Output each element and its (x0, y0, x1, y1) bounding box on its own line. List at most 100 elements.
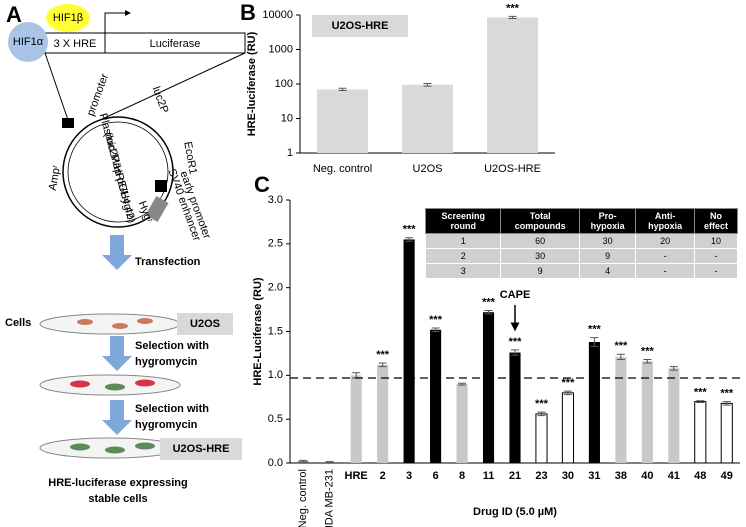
table-cell: 3 (424, 263, 502, 279)
significance: *** (482, 296, 496, 308)
bar (720, 402, 733, 464)
y-tick-label: 10 (281, 112, 293, 124)
x-tick-label: 41 (668, 470, 680, 482)
x-tick-label: 40 (641, 470, 653, 482)
error-bar (423, 83, 432, 87)
result-label: HRE-luciferase expressing (48, 477, 187, 489)
error-bar (338, 87, 347, 91)
bar (588, 342, 600, 463)
step-label: hygromycin (135, 356, 198, 368)
luc2p-label: luc2P (150, 85, 171, 115)
table-row: 2 30 9- - (424, 248, 739, 264)
y-axis-label: HRE-luciferase (RU) (246, 31, 258, 136)
hyg-label: Hygʳ (136, 199, 155, 224)
cells-label: Cells (5, 317, 31, 329)
x-tick-label: 6 (433, 470, 439, 482)
table-cell: 9 (578, 248, 637, 264)
table-cell: 30 (500, 248, 580, 264)
bar (509, 352, 521, 463)
x-axis-label: Drug ID (5.0 µM) (473, 506, 557, 518)
step-arrow (102, 400, 132, 435)
significance: *** (588, 324, 602, 336)
x-tick-label: 38 (615, 470, 627, 482)
x-tick-label: 11 (483, 470, 495, 482)
step-label: hygromycin (135, 419, 198, 431)
x-tick-label: U2OS (413, 163, 443, 175)
error-bar (405, 237, 414, 242)
y-tick-label: 1 (287, 147, 293, 159)
error-bar (590, 337, 599, 347)
bar (561, 392, 574, 464)
table-cell: - (635, 263, 695, 279)
table-cell: 30 (578, 233, 637, 249)
error-bar (563, 390, 572, 396)
step-arrow (102, 336, 132, 371)
hif1a (8, 22, 48, 62)
bar (615, 356, 627, 463)
amp-label: Ampʳ (47, 164, 63, 191)
table-cell: 60 (500, 233, 580, 249)
table-header: Anti-hypoxia (635, 208, 695, 234)
y-tick-label: 10000 (262, 9, 293, 21)
significance: *** (720, 388, 734, 400)
significance: *** (641, 345, 655, 357)
error-bar (484, 309, 493, 315)
hif1b-label: HIF1β (53, 12, 83, 24)
header-row: Screening round Total compounds Pro-hypoxi… (424, 208, 739, 234)
x-tick-label: MDA MB-231 (324, 469, 336, 527)
significance: *** (403, 224, 417, 236)
error-bar (325, 461, 334, 464)
bar (535, 413, 548, 464)
table-header: Pro-hypoxia (578, 208, 637, 234)
bar (694, 401, 707, 464)
bar (377, 364, 389, 463)
error-bar (643, 359, 652, 364)
table-cell: 2 (424, 248, 502, 264)
x-tick-label: 23 (535, 470, 547, 482)
x-tick-label: 8 (459, 470, 465, 482)
bar (403, 239, 415, 463)
significance: *** (562, 377, 576, 389)
x-tick-label: HRE (345, 470, 368, 482)
y-tick-label: 1.0 (268, 369, 283, 381)
dish (39, 313, 181, 335)
bar (668, 368, 680, 463)
ecor1-label: EcoR1 (181, 141, 199, 176)
error-bar (458, 382, 467, 386)
table-cell: 1 (424, 233, 502, 249)
table-cell: - (635, 248, 695, 264)
error-bar (669, 366, 678, 371)
y-tick-label: 1.5 (268, 325, 283, 337)
significance: *** (614, 340, 628, 352)
plasmid (62, 116, 174, 228)
error-bar (537, 411, 546, 417)
table-cell: 10 (693, 233, 739, 249)
table-header: Total compounds (500, 208, 580, 234)
x-tick-label: U2OS-HRE (484, 163, 541, 175)
x-tick-label: Neg. control (297, 469, 309, 527)
significance: *** (509, 336, 523, 348)
y-tick-label: 100 (275, 78, 293, 90)
step-label: Selection with (135, 403, 209, 415)
y-tick-label: 0.0 (268, 457, 283, 469)
table-header: No effect (693, 208, 739, 234)
panel-label: A (6, 2, 22, 27)
cell-line-label: U2OS-HRE (173, 443, 230, 455)
table-cell: - (693, 248, 739, 264)
error-bar (616, 353, 625, 361)
y-tick-label: 3.0 (268, 194, 283, 206)
y-tick-label: 1000 (269, 43, 293, 55)
table-cell: 20 (635, 233, 695, 249)
y-tick-label: 2.0 (268, 282, 283, 294)
promoter-arrow (104, 10, 131, 33)
significance: *** (429, 314, 443, 326)
error-bar (378, 362, 387, 368)
significance: *** (506, 2, 520, 14)
bar (482, 312, 495, 463)
hif1a-label: HIF1α (13, 36, 44, 48)
x-tick-label: 3 (406, 470, 412, 482)
error-bar (511, 349, 519, 356)
